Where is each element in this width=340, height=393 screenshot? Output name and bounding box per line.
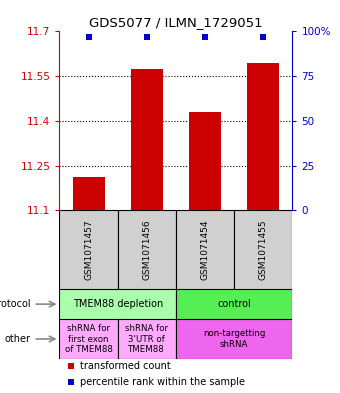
Bar <box>118 320 176 359</box>
Text: TMEM88 depletion: TMEM88 depletion <box>73 299 163 309</box>
Bar <box>131 69 163 210</box>
Bar <box>73 178 105 210</box>
Text: shRNA for
first exon
of TMEM88: shRNA for first exon of TMEM88 <box>65 324 113 354</box>
Text: GSM1071457: GSM1071457 <box>84 219 93 280</box>
Text: GSM1071455: GSM1071455 <box>259 219 268 280</box>
Bar <box>118 210 176 289</box>
Text: percentile rank within the sample: percentile rank within the sample <box>81 377 245 387</box>
Bar <box>234 210 292 289</box>
Bar <box>59 320 118 359</box>
Text: GSM1071454: GSM1071454 <box>201 219 209 280</box>
Title: GDS5077 / ILMN_1729051: GDS5077 / ILMN_1729051 <box>89 16 263 29</box>
Text: other: other <box>4 334 30 344</box>
Bar <box>189 112 221 210</box>
Bar <box>247 63 279 210</box>
Text: protocol: protocol <box>0 299 30 309</box>
Bar <box>59 289 176 320</box>
Bar <box>176 320 292 359</box>
Bar <box>176 210 234 289</box>
Text: control: control <box>217 299 251 309</box>
Bar <box>59 210 118 289</box>
Text: GSM1071456: GSM1071456 <box>142 219 151 280</box>
Text: shRNA for
3'UTR of
TMEM88: shRNA for 3'UTR of TMEM88 <box>125 324 168 354</box>
Text: transformed count: transformed count <box>81 361 171 371</box>
Text: non-targetting
shRNA: non-targetting shRNA <box>203 329 265 349</box>
Bar <box>176 289 292 320</box>
